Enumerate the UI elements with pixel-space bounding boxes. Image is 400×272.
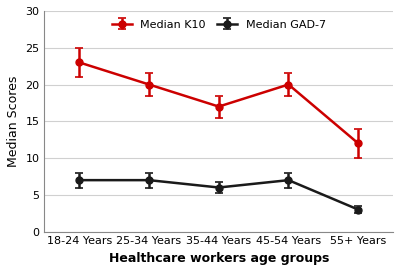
Y-axis label: Median Scores: Median Scores bbox=[7, 76, 20, 167]
X-axis label: Healthcare workers age groups: Healthcare workers age groups bbox=[108, 252, 329, 265]
Legend: Median K10, Median GAD-7: Median K10, Median GAD-7 bbox=[108, 17, 329, 33]
